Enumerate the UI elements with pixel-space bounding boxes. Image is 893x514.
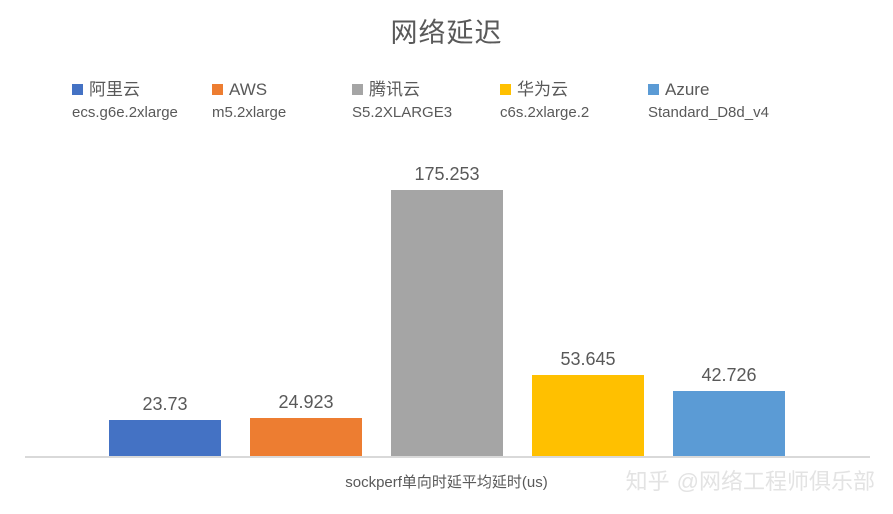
legend-item-aws-row: AWS	[212, 78, 267, 100]
bar-腾讯云[interactable]	[391, 190, 503, 456]
bar-value-label-AWS: 24.923	[278, 392, 334, 412]
bar-value-label-Azure: 42.726	[701, 365, 757, 385]
legend-item-aliyun[interactable]: 阿里云 ecs.g6e.2xlarge	[72, 78, 212, 123]
chart-title: 网络延迟	[390, 18, 503, 48]
watermark: 知乎 @网络工程师俱乐部	[626, 468, 875, 496]
legend-label-aws: AWS	[229, 79, 268, 99]
legend-swatch-icon-azure	[648, 83, 659, 95]
watermark-handle: @网络工程师俱乐部	[676, 469, 875, 494]
legend-item-aws[interactable]: AWS m5.2xlarge	[212, 78, 352, 123]
legend-swatch-icon-huawei	[500, 83, 511, 95]
legend-item-tencent-row: 腾讯云	[352, 78, 420, 100]
legend-label-azure: Azure	[665, 79, 710, 99]
watermark-brand: 知乎	[625, 469, 670, 494]
legend-sublabel-huawei: c6s.2xlarge.2	[500, 104, 590, 121]
legend-sublabel-aws: m5.2xlarge	[212, 104, 287, 121]
legend-label-aliyun: 阿里云	[89, 79, 140, 99]
legend-label-huawei: 华为云	[517, 79, 568, 99]
legend-swatch-icon-aws	[212, 83, 223, 95]
bar-华为云[interactable]	[532, 375, 644, 456]
legend-item-tencent[interactable]: 腾讯云 S5.2XLARGE3	[352, 78, 500, 123]
legend-item-huawei-row: 华为云	[500, 78, 568, 100]
x-axis-caption: sockperf单向时延平均延时(us)	[345, 474, 548, 491]
legend-sublabel-azure: Standard_D8d_v4	[648, 104, 769, 121]
bar-value-label-腾讯云: 175.253	[414, 164, 480, 184]
legend-item-azure[interactable]: Azure Standard_D8d_v4	[648, 78, 796, 123]
bar-阿里云[interactable]	[109, 420, 221, 456]
legend-sublabel-aliyun: ecs.g6e.2xlarge	[72, 104, 178, 121]
bar-value-label-阿里云: 23.73	[142, 394, 188, 414]
bar-value-label-华为云: 53.645	[560, 349, 616, 369]
x-axis-line	[25, 456, 870, 458]
legend-item-huawei[interactable]: 华为云 c6s.2xlarge.2	[500, 78, 648, 123]
legend-swatch-icon-aliyun	[72, 83, 83, 95]
legend-item-azure-row: Azure	[648, 78, 709, 100]
legend-label-tencent: 腾讯云	[369, 79, 420, 99]
legend-swatch-icon-tencent	[352, 83, 363, 95]
legend-sublabel-tencent: S5.2XLARGE3	[352, 104, 453, 121]
legend-item-aliyun-row: 阿里云	[72, 78, 140, 100]
chart-legend: 阿里云 ecs.g6e.2xlarge AWS m5.2xlarge 腾讯云 S…	[72, 78, 842, 123]
bar-Azure[interactable]	[673, 391, 785, 456]
bar-AWS[interactable]	[250, 418, 362, 456]
